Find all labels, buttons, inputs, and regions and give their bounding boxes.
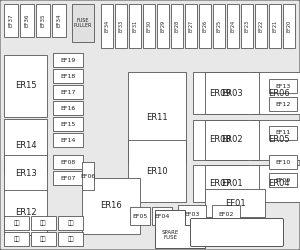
- Bar: [255, 4, 267, 48]
- Text: ER06: ER06: [268, 88, 290, 98]
- Text: EF02: EF02: [218, 212, 234, 218]
- Text: ER09: ER09: [209, 88, 231, 98]
- Text: EF34: EF34: [104, 20, 110, 32]
- Text: ER05: ER05: [268, 136, 290, 144]
- Text: ER13: ER13: [15, 168, 36, 177]
- Text: EF09: EF09: [275, 178, 291, 182]
- Text: EF23: EF23: [244, 20, 250, 32]
- Bar: [58, 232, 83, 246]
- Bar: [241, 4, 253, 48]
- Text: EF06: EF06: [80, 174, 96, 178]
- Bar: [252, 120, 300, 160]
- Bar: [101, 4, 113, 48]
- Text: ER16: ER16: [100, 202, 122, 210]
- Bar: [72, 4, 94, 42]
- Text: EF04: EF04: [154, 214, 170, 218]
- Bar: [157, 4, 169, 48]
- Text: EF13: EF13: [275, 84, 291, 88]
- Text: EF11: EF11: [275, 130, 291, 136]
- Bar: [252, 165, 300, 202]
- Text: EF31: EF31: [133, 20, 137, 32]
- Text: EF15: EF15: [60, 122, 76, 126]
- Text: 合计: 合计: [40, 220, 47, 226]
- Text: EF33: EF33: [118, 20, 124, 32]
- Bar: [128, 140, 186, 202]
- Text: EF03: EF03: [184, 212, 200, 218]
- Polygon shape: [155, 210, 205, 248]
- Text: SPARE
FUSE: SPARE FUSE: [161, 230, 178, 240]
- Bar: [53, 69, 83, 83]
- Text: EF29: EF29: [160, 20, 166, 32]
- Text: EF28: EF28: [175, 20, 179, 32]
- Bar: [193, 165, 247, 202]
- Text: EF01: EF01: [225, 198, 245, 207]
- Text: EF30: EF30: [146, 20, 152, 32]
- Bar: [53, 155, 83, 169]
- Bar: [185, 4, 197, 48]
- Bar: [269, 4, 281, 48]
- Bar: [115, 4, 127, 48]
- FancyBboxPatch shape: [190, 218, 284, 246]
- Text: EF17: EF17: [60, 90, 76, 94]
- Bar: [199, 4, 211, 48]
- Text: ER10: ER10: [146, 166, 168, 175]
- Bar: [205, 189, 265, 217]
- Text: EF18: EF18: [60, 74, 76, 78]
- Bar: [52, 4, 66, 37]
- Bar: [152, 207, 172, 225]
- Text: 合计: 合计: [13, 236, 20, 242]
- Text: EF34: EF34: [56, 14, 61, 27]
- Bar: [193, 120, 247, 160]
- Bar: [53, 171, 83, 185]
- Text: EF37: EF37: [8, 14, 14, 27]
- Bar: [205, 120, 259, 160]
- Text: ER08: ER08: [209, 136, 231, 144]
- Text: 合计: 合计: [13, 220, 20, 226]
- Text: EF05: EF05: [132, 214, 148, 218]
- Text: 合计: 合计: [67, 236, 74, 242]
- Bar: [269, 155, 297, 169]
- Text: ER15: ER15: [15, 82, 36, 90]
- Bar: [82, 162, 94, 190]
- Text: ER14: ER14: [15, 142, 36, 150]
- Bar: [205, 72, 259, 114]
- Bar: [128, 72, 186, 162]
- Text: FUSE
PULLER: FUSE PULLER: [74, 18, 92, 28]
- Text: 合计: 合计: [67, 220, 74, 226]
- Bar: [269, 173, 297, 187]
- Bar: [269, 126, 297, 140]
- Text: ER01: ER01: [221, 179, 243, 188]
- Bar: [4, 190, 47, 235]
- Text: EF27: EF27: [188, 20, 194, 32]
- Text: EF10: EF10: [275, 160, 291, 164]
- Bar: [269, 97, 297, 111]
- Text: EF19: EF19: [60, 58, 76, 62]
- Text: EF26: EF26: [202, 20, 208, 32]
- Text: ER11: ER11: [146, 112, 168, 122]
- Bar: [213, 4, 225, 48]
- Text: EF21: EF21: [272, 20, 278, 32]
- Text: EF14: EF14: [60, 138, 76, 142]
- Bar: [171, 4, 183, 48]
- Bar: [130, 207, 150, 225]
- Bar: [178, 205, 206, 225]
- Bar: [4, 232, 29, 246]
- Bar: [53, 53, 83, 67]
- Bar: [4, 55, 47, 117]
- Bar: [252, 72, 300, 114]
- Bar: [143, 4, 155, 48]
- Text: EF24: EF24: [230, 20, 236, 32]
- Bar: [53, 101, 83, 115]
- Bar: [205, 165, 259, 202]
- Bar: [227, 4, 239, 48]
- Bar: [269, 79, 297, 93]
- Text: ER02: ER02: [221, 136, 243, 144]
- Bar: [31, 216, 56, 230]
- Bar: [53, 133, 83, 147]
- Text: EF35: EF35: [40, 14, 46, 27]
- Bar: [4, 155, 47, 191]
- Text: EF07: EF07: [60, 176, 76, 180]
- Bar: [58, 216, 83, 230]
- Text: EF20: EF20: [286, 20, 292, 32]
